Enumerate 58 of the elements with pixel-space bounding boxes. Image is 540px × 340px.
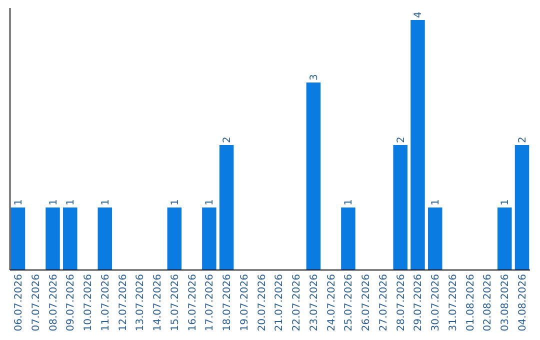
bar [219, 145, 234, 270]
x-tick-label: 01.08.2026 [465, 274, 476, 332]
x-tick-label: 18.07.2026 [222, 274, 234, 332]
data-label: 4 [413, 12, 424, 18]
bar [10, 208, 26, 270]
data-label: 1 [66, 199, 77, 206]
bar [514, 145, 530, 270]
bar [202, 208, 216, 270]
bar [428, 208, 442, 270]
x-tick-label: 22.07.2026 [292, 274, 303, 332]
x-tick-label: 27.07.2026 [378, 274, 390, 332]
bar [341, 208, 356, 270]
x-tick-label: 25.07.2026 [344, 274, 355, 332]
data-label: 1 [500, 199, 512, 206]
bar [98, 208, 112, 270]
x-tick-label: 03.08.2026 [500, 274, 512, 332]
data-label: 2 [396, 136, 407, 143]
x-tick-label: 08.07.2026 [48, 274, 60, 332]
data-label: 1 [48, 199, 60, 206]
x-tick-label: 11.07.2026 [100, 274, 112, 332]
x-tick-label: 09.07.2026 [66, 274, 77, 332]
data-label: 2 [222, 136, 234, 143]
x-tick-label: 24.07.2026 [326, 274, 338, 332]
data-label: 3 [308, 74, 320, 80]
x-tick-label: 31.07.2026 [448, 274, 459, 332]
bar [63, 208, 78, 270]
x-tick-label: 28.07.2026 [396, 274, 407, 332]
x-tick-label: 29.07.2026 [413, 274, 424, 332]
x-tick-label: 16.07.2026 [187, 274, 198, 332]
x-tick-label: 19.07.2026 [239, 274, 250, 332]
bar [393, 145, 408, 270]
x-tick-label: 06.07.2026 [13, 274, 24, 332]
x-tick-label: 17.07.2026 [204, 274, 216, 332]
bar [167, 208, 182, 270]
data-label: 1 [100, 199, 112, 206]
data-label: 1 [344, 199, 355, 206]
x-tick-label: 26.07.2026 [361, 274, 372, 332]
x-tick-label: 10.07.2026 [83, 274, 94, 332]
x-tick-label: 21.07.2026 [274, 274, 286, 332]
bar [410, 20, 425, 270]
x-tick-label: 14.07.2026 [152, 274, 164, 332]
data-label: 1 [204, 199, 216, 206]
x-tick-label: 02.08.2026 [482, 274, 494, 332]
data-label: 1 [430, 199, 442, 206]
x-tick-label: 15.07.2026 [170, 274, 181, 332]
x-tick-label: 23.07.2026 [308, 274, 320, 332]
x-tick-label: 13.07.2026 [135, 274, 146, 332]
x-tick-label: 04.08.2026 [518, 274, 529, 332]
bar [46, 208, 60, 270]
data-label: 2 [518, 136, 529, 143]
x-tick-label: 07.07.2026 [30, 274, 42, 332]
bar [306, 82, 321, 270]
data-label: 1 [13, 199, 24, 206]
bar [498, 208, 512, 270]
data-label: 1 [170, 199, 181, 206]
x-tick-label: 20.07.2026 [256, 274, 268, 332]
x-tick-label: 12.07.2026 [118, 274, 129, 332]
x-tick-label: 30.07.2026 [430, 274, 442, 332]
